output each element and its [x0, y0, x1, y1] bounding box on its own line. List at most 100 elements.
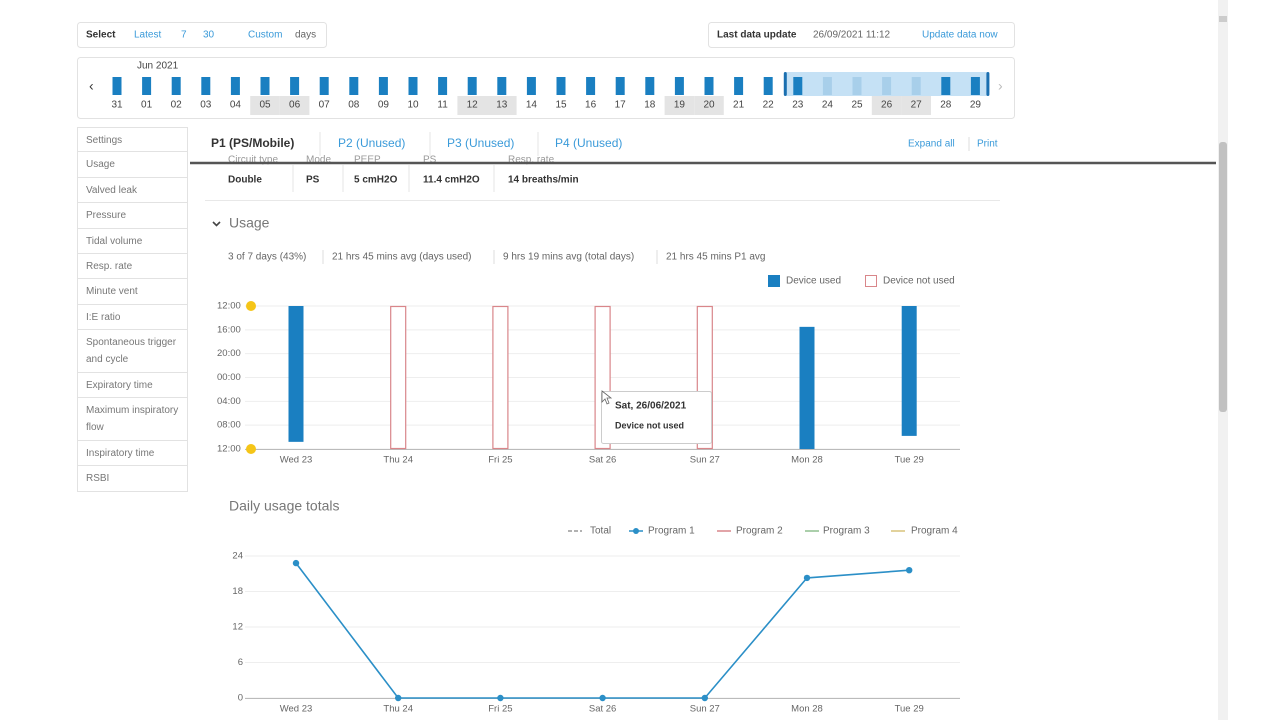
- day-label[interactable]: 22: [763, 100, 775, 111]
- day-label[interactable]: 15: [555, 100, 567, 111]
- expand-all[interactable]: Expand all: [908, 139, 955, 150]
- day-label[interactable]: 21: [733, 100, 745, 111]
- timeline-box: [77, 57, 1015, 119]
- update-action[interactable]: Update data now: [922, 30, 998, 41]
- usage-bar[interactable]: [390, 305, 407, 450]
- range-option[interactable]: 7: [181, 30, 187, 41]
- selection-handle[interactable]: [986, 72, 990, 96]
- range-option[interactable]: Latest: [134, 30, 161, 41]
- tab[interactable]: P1 (PS/Mobile): [211, 136, 294, 150]
- usage-bar[interactable]: [288, 306, 304, 442]
- series-line: [295, 562, 910, 699]
- weekend-bg: [487, 96, 517, 115]
- selection-handle[interactable]: [783, 72, 787, 96]
- day-label[interactable]: 04: [230, 100, 242, 111]
- range-option[interactable]: 30: [203, 30, 215, 41]
- day-bar: [911, 77, 921, 95]
- x-tick-label: Thu 24: [383, 704, 413, 715]
- legend-label: Total: [590, 526, 611, 537]
- tab[interactable]: P3 (Unused): [447, 136, 514, 150]
- scroll-up[interactable]: [1219, 16, 1227, 22]
- day-label[interactable]: 09: [378, 100, 390, 111]
- day-bar: [378, 77, 388, 95]
- sidebar-item[interactable]: Expiratory time: [77, 372, 188, 399]
- sidebar-item[interactable]: I:E ratio: [77, 304, 188, 331]
- weekend-bg: [279, 96, 310, 115]
- prev-arrow[interactable]: ‹: [89, 78, 94, 94]
- data-point[interactable]: [497, 694, 504, 702]
- scroll-thumb[interactable]: [1219, 142, 1227, 412]
- sidebar-item[interactable]: Resp. rate: [77, 254, 188, 280]
- day-label[interactable]: 05: [259, 100, 271, 111]
- day-label[interactable]: 26: [881, 100, 893, 111]
- data-point[interactable]: [803, 574, 811, 582]
- y-tick-label: 04:00: [217, 396, 241, 407]
- data-point[interactable]: [395, 694, 402, 702]
- update-label: Last data update: [717, 30, 797, 41]
- chart-title: Daily usage totals: [229, 498, 340, 514]
- sidebar-item[interactable]: RSBI: [77, 466, 188, 492]
- day-label[interactable]: 02: [171, 100, 183, 111]
- usage-bar[interactable]: [901, 306, 917, 436]
- sidebar-item[interactable]: Pressure: [77, 203, 188, 229]
- usage-bar[interactable]: [492, 305, 509, 450]
- sidebar-item[interactable]: Usage: [77, 152, 188, 178]
- collapse-chevron[interactable]: [212, 221, 221, 227]
- day-label[interactable]: 24: [822, 100, 834, 111]
- day-bar: [941, 77, 951, 95]
- day-bar: [615, 77, 625, 95]
- day-bar: [171, 77, 181, 95]
- day-label[interactable]: 11: [437, 100, 448, 111]
- day-label[interactable]: 29: [970, 100, 982, 111]
- sidebar-item[interactable]: Settings: [77, 127, 188, 153]
- print[interactable]: Print: [977, 139, 998, 150]
- tab[interactable]: P2 (Unused): [338, 136, 405, 150]
- sidebar-item[interactable]: Inspiratory time: [77, 440, 188, 467]
- day-label[interactable]: 17: [615, 100, 627, 111]
- day-bar: [556, 77, 566, 95]
- sidebar-item[interactable]: Tidal volume: [77, 228, 188, 254]
- tab[interactable]: P4 (Unused): [555, 136, 622, 150]
- day-label[interactable]: 25: [851, 100, 863, 111]
- weekend-bg: [871, 96, 902, 115]
- sidebar-item[interactable]: Maximum inspiratory flow: [77, 398, 188, 441]
- day-label[interactable]: 07: [319, 100, 331, 111]
- range-option[interactable]: Custom: [248, 30, 282, 41]
- legend-label: Program 2: [736, 526, 783, 537]
- day-label[interactable]: 18: [644, 100, 656, 111]
- day-label[interactable]: 16: [585, 100, 597, 111]
- day-bar: [822, 77, 832, 95]
- day-label[interactable]: 13: [496, 100, 508, 111]
- data-point[interactable]: [701, 694, 708, 702]
- data-point[interactable]: [292, 559, 300, 567]
- day-bar: [763, 77, 773, 95]
- usage-stat: 21 hrs 45 mins P1 avg: [666, 252, 766, 263]
- day-label[interactable]: 08: [348, 100, 360, 111]
- day-label[interactable]: 27: [911, 100, 923, 111]
- data-point[interactable]: [906, 567, 913, 574]
- y-tick-label: 0: [238, 693, 243, 704]
- day-label[interactable]: 28: [940, 100, 952, 111]
- axis-marker: [246, 301, 256, 311]
- day-label[interactable]: 19: [674, 100, 686, 111]
- data-point[interactable]: [599, 694, 606, 702]
- day-label[interactable]: 01: [141, 100, 153, 111]
- day-label[interactable]: 31: [111, 100, 123, 111]
- day-label[interactable]: 14: [526, 100, 538, 111]
- day-label[interactable]: 06: [289, 100, 301, 111]
- update-time: 26/09/2021 11:12: [813, 30, 891, 41]
- sidebar-item[interactable]: Minute vent: [77, 279, 188, 305]
- day-label[interactable]: 03: [200, 100, 212, 111]
- usage-stat: 9 hrs 19 mins avg (total days): [503, 252, 634, 263]
- y-tick-label: 08:00: [217, 420, 241, 431]
- day-label[interactable]: 20: [703, 100, 715, 111]
- sidebar-item[interactable]: Spontaneous trigger and cycle: [77, 330, 188, 373]
- usage-bar[interactable]: [799, 326, 815, 449]
- sidebar-item[interactable]: Valved leak: [77, 177, 188, 204]
- day-label[interactable]: 12: [467, 100, 479, 111]
- day-label[interactable]: 23: [792, 100, 804, 111]
- next-arrow[interactable]: ›: [998, 78, 1003, 94]
- legend-label: Program 4: [911, 526, 958, 537]
- y-tick-label: 12: [232, 622, 243, 633]
- day-label[interactable]: 10: [407, 100, 419, 111]
